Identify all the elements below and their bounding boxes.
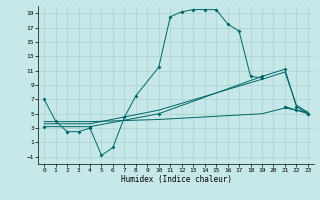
X-axis label: Humidex (Indice chaleur): Humidex (Indice chaleur) [121, 175, 231, 184]
